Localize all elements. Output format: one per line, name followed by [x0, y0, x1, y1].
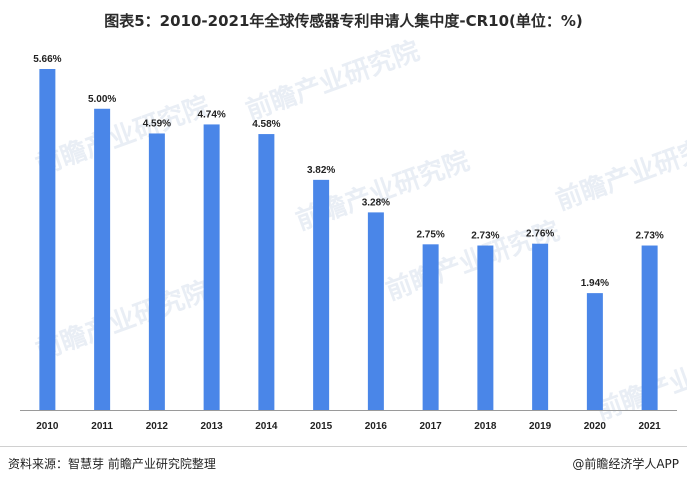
bar-2021	[641, 245, 658, 410]
bar-2015	[313, 179, 330, 410]
value-label-2021: 2.73%	[635, 231, 663, 242]
watermark-text: 前瞻产业研究院	[242, 35, 424, 126]
bar-2013	[203, 124, 220, 411]
value-label-2017: 2.75%	[416, 229, 444, 240]
value-label-2018: 2.73%	[471, 231, 499, 242]
watermark-text: 前瞻产业研究院	[592, 335, 687, 426]
bar-2017	[422, 244, 439, 410]
x-tick-label-2010: 2010	[36, 421, 59, 432]
x-tick-label-2016: 2016	[365, 421, 388, 432]
x-tick-label-2020: 2020	[584, 421, 607, 432]
x-tick-label-2017: 2017	[420, 421, 443, 432]
value-labels-group: 5.66% 5.00% 4.59% 4.74% 4.58% 3.82% 3.28% 2.75%…	[33, 54, 664, 289]
value-label-2012: 4.59%	[143, 118, 171, 129]
watermark-text: 前瞻产业研究院	[32, 90, 214, 181]
chart-title: 图表5：2010-2021年全球传感器专利申请人集中度-CR10(单位：%)	[104, 12, 583, 30]
bar-2010	[39, 69, 56, 410]
value-label-2016: 3.28%	[362, 197, 390, 208]
value-label-2010: 5.66%	[33, 54, 61, 65]
bar-2019	[532, 243, 549, 410]
value-label-2020: 1.94%	[581, 278, 609, 289]
x-tick-label-2021: 2021	[639, 421, 662, 432]
x-tick-labels-group: 2010 2011 2012 2013 2014 2015 2016 2017 2018 2019…	[36, 421, 661, 432]
value-label-2019: 2.76%	[526, 229, 554, 240]
x-tick-label-2013: 2013	[201, 421, 224, 432]
watermark-text: 前瞻产业研究院	[32, 275, 214, 366]
bar-chart: 前瞻产业研究院前瞻产业研究院前瞻产业研究院前瞻产业研究院前瞻产业研究院前瞻产业研…	[20, 35, 687, 432]
value-label-2011: 5.00%	[88, 94, 116, 105]
bar-2012	[148, 133, 165, 410]
x-tick-label-2018: 2018	[474, 421, 497, 432]
source-note: 资料来源：智慧芽 前瞻产业研究院整理	[8, 457, 216, 471]
x-tick-label-2012: 2012	[146, 421, 169, 432]
bar-2011	[94, 108, 111, 411]
x-tick-label-2014: 2014	[255, 421, 278, 432]
x-tick-label-2015: 2015	[310, 421, 333, 432]
value-label-2013: 4.74%	[197, 109, 225, 120]
value-label-2014: 4.58%	[252, 119, 280, 130]
watermark-text: 前瞻产业研究院	[552, 125, 687, 216]
bar-2016	[367, 212, 384, 410]
bar-2018	[477, 245, 494, 410]
x-tick-label-2011: 2011	[91, 421, 113, 432]
value-label-2015: 3.82%	[307, 165, 335, 176]
bar-2020	[586, 293, 603, 410]
footer-divider	[0, 446, 687, 447]
x-tick-label-2019: 2019	[529, 421, 552, 432]
credit-note: @前瞻经济学人APP	[572, 457, 679, 471]
bars-group	[39, 69, 658, 411]
bar-2014	[258, 134, 275, 410]
